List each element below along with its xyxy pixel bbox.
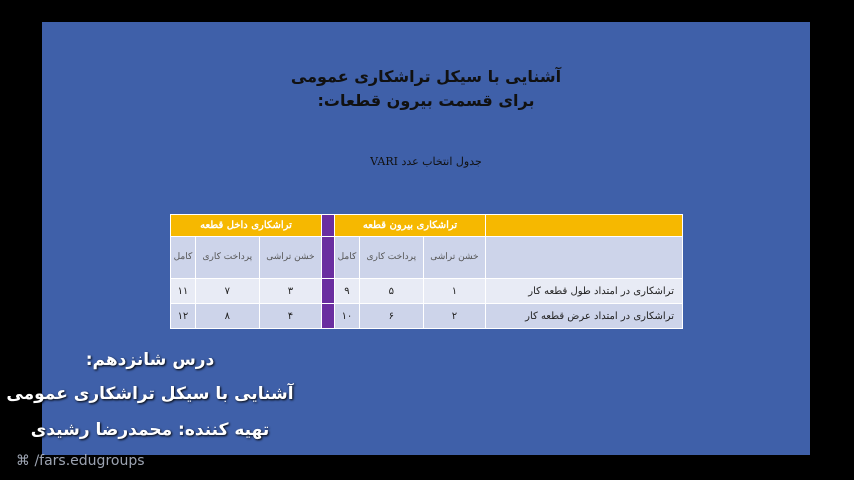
group-inner: تراشکاری داخل قطعه — [169, 214, 323, 237]
table-row: تراشکاری در امتداد عرض قطعه کار ۲ ۶ ۱۰ ۴… — [170, 303, 683, 329]
instagram-icon: ⌘ — [16, 453, 30, 469]
lesson-title: آشنایی با سیکل تراشکاری عمومی — [6, 384, 294, 404]
cell: ۶ — [358, 303, 424, 329]
watermark-text: /fars.edugroups — [34, 453, 145, 469]
sub-header: کامل — [170, 236, 196, 279]
vari-table: تراشکاری بیرون قطعه تراشکاری داخل قطعه خ… — [169, 214, 683, 329]
cell: ۷ — [194, 278, 260, 304]
sub-header: پرداخت کاری — [358, 236, 424, 279]
cell: ۹ — [334, 278, 360, 304]
slide-title: آشنایی با سیکل تراشکاری عمومی — [290, 67, 562, 86]
sub-header: کامل — [334, 236, 360, 279]
author: تهیه کننده: محمدرضا رشیدی — [30, 420, 270, 440]
row-label: تراشکاری در امتداد عرض قطعه کار — [485, 303, 683, 329]
row-label: تراشکاری در امتداد طول قطعه کار — [485, 278, 683, 304]
cell: ۱۱ — [170, 278, 196, 304]
sub-header: پرداخت کاری — [194, 236, 260, 279]
sub-header: خشن تراشی — [422, 236, 487, 279]
group-header-row: تراشکاری بیرون قطعه تراشکاری داخل قطعه — [169, 214, 683, 237]
cell: ۱۰ — [334, 303, 360, 329]
table-caption: جدول انتخاب عدد VARI — [370, 155, 482, 168]
cell: ۵ — [358, 278, 424, 304]
cell: ۱ — [422, 278, 487, 304]
slide: آشنایی با سیکل تراشکاری عمومی برای قسمت … — [42, 22, 810, 455]
watermark: ⌘ /fars.edugroups — [16, 452, 145, 470]
cell: ۱۲ — [170, 303, 196, 329]
sub-header-row: خشن تراشی پرداخت کاری کامل خشن تراشی پرد… — [170, 236, 683, 279]
cell: ۴ — [258, 303, 323, 329]
sub-header: خشن تراشی — [258, 236, 323, 279]
cell: ۲ — [422, 303, 487, 329]
lesson-number: درس شانزدهم: — [85, 350, 215, 370]
slide-subtitle: برای قسمت بیرون قطعات: — [317, 91, 535, 110]
group-outer: تراشکاری بیرون قطعه — [334, 214, 486, 237]
table-row: تراشکاری در امتداد طول قطعه کار ۱ ۵ ۹ ۳ … — [170, 278, 683, 304]
cell: ۳ — [258, 278, 323, 304]
cell: ۸ — [194, 303, 260, 329]
